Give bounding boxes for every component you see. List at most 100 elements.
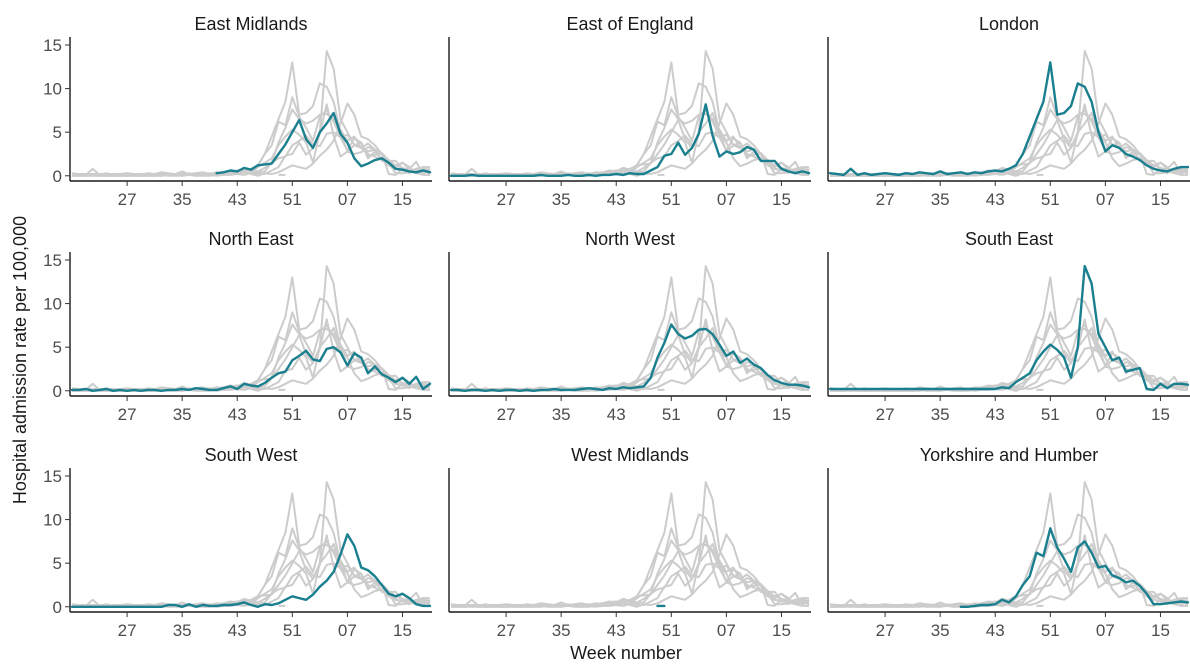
x-tick-label: 35 [173, 190, 192, 209]
background-series-line [830, 534, 1189, 608]
background-series-line [829, 492, 1188, 607]
background-series-line [72, 539, 431, 608]
y-tick-label: 15 [43, 467, 62, 486]
x-tick-label: 27 [876, 405, 895, 424]
background-series-line [202, 527, 431, 608]
x-tick-label: 35 [173, 405, 192, 424]
x-tick-label: 07 [1096, 621, 1115, 640]
panel-east-of-england: East of England 27 35 43 51 07 15 [448, 14, 811, 209]
panel-south-west: South West 0 5 10 15 27 35 43 51 07 15 [43, 445, 432, 640]
x-tick-label: 51 [283, 405, 302, 424]
x-tick-label: 27 [118, 190, 137, 209]
background-series-line [830, 318, 1189, 392]
background-series-line [451, 539, 810, 608]
panel-north-west: North West 27 35 43 51 07 15 [448, 229, 811, 424]
y-tick-label: 0 [53, 167, 62, 186]
x-tick-label: 15 [1151, 190, 1170, 209]
x-tick-label: 35 [931, 621, 950, 640]
background-series-line [202, 311, 431, 392]
background-series-line [830, 539, 1189, 608]
background-series-line [72, 534, 431, 608]
x-tick-label: 51 [1041, 621, 1060, 640]
panel-title: North East [208, 229, 293, 249]
x-tick-label: 15 [1151, 621, 1170, 640]
background-series-line [202, 96, 431, 177]
x-tick-label: 07 [338, 190, 357, 209]
highlight-series-line [449, 103, 811, 178]
background-series-line [72, 317, 430, 392]
x-tick-label: 51 [662, 405, 681, 424]
background-series-line [451, 102, 809, 177]
x-tick-label: 35 [931, 190, 950, 209]
x-tick-label: 27 [118, 405, 137, 424]
x-tick-label: 15 [772, 405, 791, 424]
panel-title: East of England [566, 14, 693, 34]
x-tick-label: 15 [393, 190, 412, 209]
x-tick-label: 43 [607, 190, 626, 209]
highlight-series-line [70, 533, 432, 608]
panel-yorkshire-and-humber: Yorkshire and Humber 27 35 43 51 07 15 [827, 445, 1190, 640]
panel-north-east: North East 0 5 10 15 27 35 43 51 07 15 [43, 229, 432, 424]
x-tick-label: 43 [607, 621, 626, 640]
panel-south-east: South East 27 35 43 51 07 15 [827, 229, 1190, 424]
x-tick-label: 43 [986, 190, 1005, 209]
background-series-line [960, 311, 1189, 392]
background-series-line [450, 276, 809, 391]
x-tick-label: 51 [283, 190, 302, 209]
y-tick-label: 0 [53, 598, 62, 617]
highlight-series-line [959, 527, 1190, 608]
x-tick-label: 07 [717, 405, 736, 424]
background-series-line [830, 533, 1188, 608]
background-series-line [830, 317, 1188, 392]
x-tick-label: 51 [1041, 190, 1060, 209]
x-tick-label: 15 [772, 190, 791, 209]
x-tick-label: 35 [173, 621, 192, 640]
panel-title: South East [965, 229, 1053, 249]
background-series-line [581, 527, 810, 608]
x-tick-label: 51 [662, 621, 681, 640]
y-tick-label: 10 [43, 80, 62, 99]
y-tick-label: 5 [53, 338, 62, 357]
highlight-series-line [449, 323, 811, 392]
x-axis-title: Week number [570, 643, 682, 663]
y-tick-label: 15 [43, 251, 62, 270]
x-tick-label: 35 [552, 190, 571, 209]
x-tick-label: 43 [228, 405, 247, 424]
x-tick-label: 07 [717, 190, 736, 209]
panel-title: West Midlands [571, 445, 689, 465]
background-series-line [830, 103, 1189, 177]
background-series-line [451, 534, 810, 608]
x-tick-label: 43 [228, 621, 247, 640]
x-tick-label: 15 [393, 621, 412, 640]
x-tick-label: 27 [497, 190, 516, 209]
y-tick-label: 15 [43, 36, 62, 55]
y-tick-label: 10 [43, 511, 62, 530]
background-series-line [71, 276, 430, 391]
panel-london: London 27 35 43 51 07 15 [827, 14, 1190, 209]
x-tick-label: 07 [717, 621, 736, 640]
x-tick-label: 43 [986, 621, 1005, 640]
background-series-line [72, 103, 431, 177]
x-tick-label: 27 [876, 190, 895, 209]
x-tick-label: 07 [338, 405, 357, 424]
highlight-series-line [70, 346, 432, 392]
x-tick-label: 27 [118, 621, 137, 640]
x-tick-label: 43 [607, 405, 626, 424]
background-series-line [581, 96, 810, 177]
x-tick-label: 27 [497, 405, 516, 424]
x-tick-label: 35 [931, 405, 950, 424]
x-tick-label: 51 [662, 190, 681, 209]
highlight-series-line [215, 111, 432, 175]
x-tick-label: 07 [1096, 405, 1115, 424]
panel-west-midlands: West Midlands 27 35 43 51 07 15 [448, 445, 811, 640]
background-series-line [451, 317, 809, 392]
panel-title: London [979, 14, 1039, 34]
panel-title: Yorkshire and Humber [920, 445, 1098, 465]
x-tick-label: 07 [338, 621, 357, 640]
x-tick-label: 35 [552, 405, 571, 424]
x-tick-label: 15 [1151, 405, 1170, 424]
background-series-line [71, 61, 430, 176]
background-series-line [72, 108, 431, 177]
